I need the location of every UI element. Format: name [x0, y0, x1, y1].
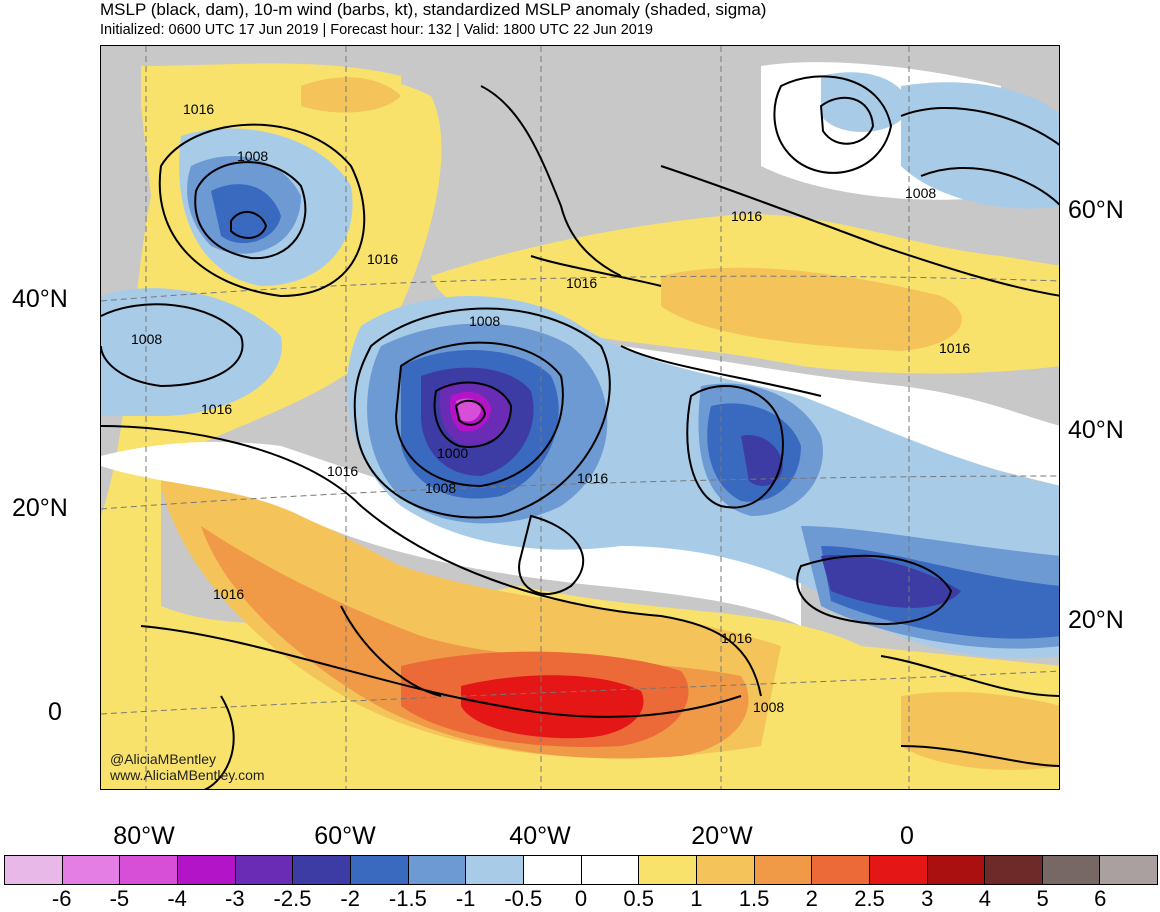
contour-label: 1008 — [237, 148, 268, 164]
lat-label-left: 40°N — [12, 285, 68, 313]
contour-label: 1008 — [131, 331, 162, 347]
colorbar-tick-label: 0.5 — [623, 886, 654, 911]
lon-label: 0 — [900, 822, 914, 850]
colorbar-tick-label: -2 — [340, 886, 360, 911]
contour-label: 1016 — [721, 630, 752, 646]
anomaly-positive-max — [461, 675, 644, 739]
colorbar-tick-label: 3 — [921, 886, 934, 911]
colorbar-cell — [985, 856, 1043, 884]
map-title: MSLP (black, dam), 10-m wind (barbs, kt)… — [100, 0, 767, 19]
map-subtitle: Initialized: 0600 UTC 17 Jun 2019 | Fore… — [100, 22, 653, 38]
colorbar-tick-label: -4 — [167, 886, 187, 911]
lat-label-right: 60°N — [1068, 196, 1124, 224]
colorbar-cell — [293, 856, 351, 884]
anomaly-negative-pink — [456, 398, 481, 422]
mslp-contours — [101, 75, 1059, 789]
credit-website: www.AliciaMBentley.com — [110, 767, 265, 783]
credit-handle: @AliciaMBentley — [110, 751, 217, 767]
colorbar-cell — [869, 856, 928, 884]
contour-label: 1016 — [939, 340, 970, 356]
contour-label: 1000 — [437, 445, 468, 461]
lon-label: 60°W — [314, 822, 376, 850]
colorbar-cell — [177, 856, 236, 884]
lat-label-left: 20°N — [12, 494, 68, 522]
colorbar-tick-label: -1 — [455, 886, 476, 911]
contour-label: 1016 — [183, 101, 214, 117]
colorbar-cell — [523, 856, 582, 884]
colorbar-tick-label: 5 — [1036, 886, 1049, 911]
lon-label: 20°W — [691, 822, 753, 850]
colorbar-cell — [696, 856, 755, 884]
contour-label: 1016 — [577, 470, 608, 486]
colorbar-tick-label: 6 — [1094, 886, 1107, 911]
colorbar-cell — [639, 856, 697, 884]
colorbar-cell — [62, 856, 121, 884]
colorbar-cell — [466, 856, 524, 884]
colorbar-tick-label: -1.5 — [388, 886, 427, 911]
colorbar-cell — [812, 856, 870, 884]
contour-label: 1008 — [753, 699, 784, 715]
contour-label: 1016 — [731, 208, 762, 224]
map-canvas: 1016 1008 1016 1016 1008 1016 1008 1016 … — [101, 46, 1059, 789]
colorbar-cell — [581, 856, 640, 884]
colorbar-tick-label: 0 — [574, 886, 588, 911]
contour-label-group: 1016 1008 1016 1016 1008 1016 1008 1016 … — [131, 101, 970, 715]
graticule — [101, 46, 1059, 789]
colorbar-tick-label: -2.5 — [273, 886, 312, 911]
colorbar-tick-label: 4 — [978, 886, 992, 911]
map-panel: 1016 1008 1016 1016 1008 1016 1008 1016 … — [100, 45, 1060, 790]
colorbar-tick-label: -5 — [109, 886, 130, 911]
colorbar-cell — [927, 856, 986, 884]
lon-label: 40°W — [509, 822, 571, 850]
contour-label: 1016 — [213, 586, 244, 602]
colorbar-tick-label: -0.5 — [504, 886, 543, 911]
lon-label: 80°W — [113, 822, 175, 850]
contour-label: 1016 — [367, 251, 398, 267]
contour-label: 1008 — [425, 480, 456, 496]
contour-label: 1016 — [201, 401, 232, 417]
colorbar-tick-label: 1 — [690, 886, 703, 911]
contour-label: 1016 — [327, 463, 358, 479]
colorbar-cell — [754, 856, 813, 884]
colorbar-cell — [1042, 856, 1101, 884]
colorbar-cell — [1100, 856, 1158, 884]
contour-label: 1008 — [905, 185, 936, 201]
colorbar — [4, 855, 1158, 885]
colorbar-cell — [350, 856, 409, 884]
colorbar-tick-label: 2.5 — [854, 886, 885, 911]
colorbar-cell — [235, 856, 294, 884]
lat-label-left: 0 — [48, 698, 62, 726]
contour-label: 1008 — [469, 313, 500, 329]
colorbar-tick-label: -6 — [51, 886, 72, 911]
colorbar-cell — [120, 856, 178, 884]
lat-label-right: 40°N — [1068, 416, 1124, 444]
colorbar-cell — [408, 856, 467, 884]
lat-label-right: 20°N — [1068, 606, 1124, 634]
colorbar-tick-label: -3 — [225, 886, 245, 911]
colorbar-tick-label: 1.5 — [738, 886, 770, 911]
colorbar-cell — [5, 856, 63, 884]
contour-label: 1016 — [566, 275, 597, 291]
colorbar-tick-label: 2 — [805, 886, 818, 911]
